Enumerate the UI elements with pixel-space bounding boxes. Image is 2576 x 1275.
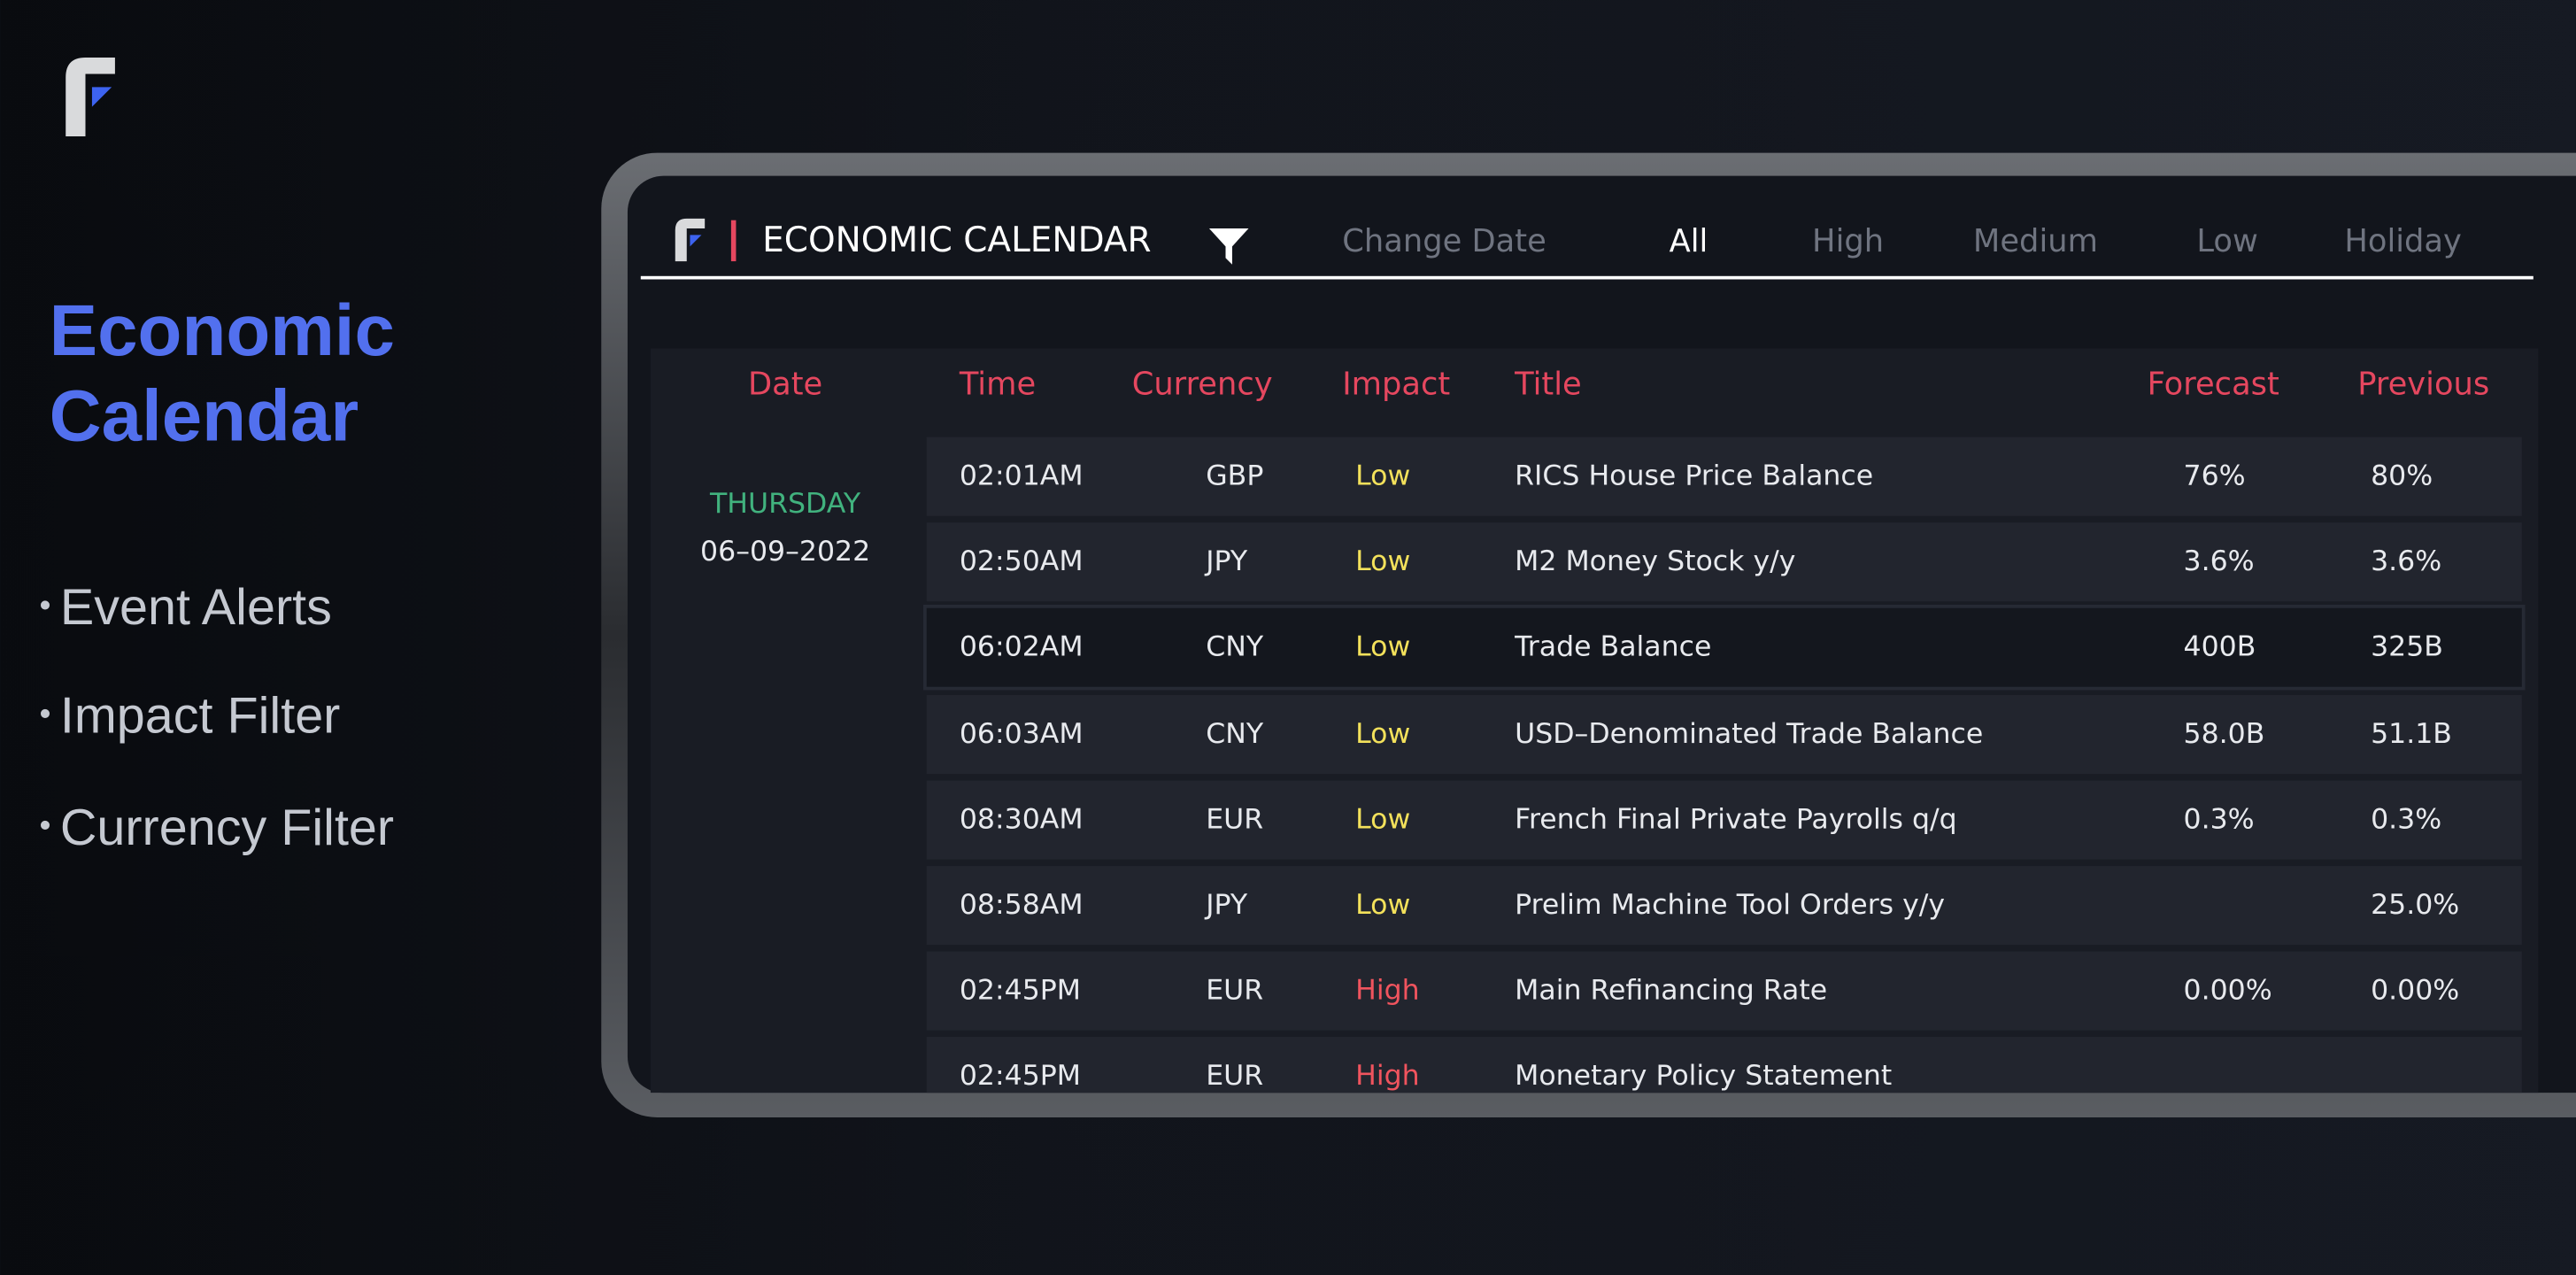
filter-tab[interactable]: Holiday bbox=[2344, 223, 2462, 260]
time: 06:02AM bbox=[959, 631, 1084, 665]
previous: 0.00% bbox=[2371, 974, 2460, 1008]
previous: 25.0% bbox=[2371, 889, 2460, 923]
impact: Low bbox=[1355, 889, 1411, 923]
feature-item: Event Alerts bbox=[40, 578, 332, 638]
table-row[interactable]: 08:30AM EUR Low French Final Private Payrol… bbox=[926, 780, 2522, 860]
feature-item: Currency Filter bbox=[40, 799, 395, 858]
table-row[interactable]: 06:03AM CNY Low USD–Denominated Trade Balan… bbox=[926, 694, 2522, 774]
previous: 3.6% bbox=[2371, 545, 2442, 579]
column-header: Impact bbox=[1342, 366, 1451, 403]
event-title: Main Refinancing Rate bbox=[1515, 974, 1828, 1008]
currency: CNY bbox=[1206, 631, 1264, 665]
impact: High bbox=[1355, 974, 1420, 1008]
feature-item: Impact Filter bbox=[40, 687, 341, 746]
filter-tab[interactable]: High bbox=[1812, 223, 1885, 260]
column-header: Time bbox=[959, 366, 1037, 403]
previous: 325B bbox=[2371, 631, 2443, 665]
date: 06–09–2022 bbox=[700, 536, 871, 569]
time: 02:01AM bbox=[959, 460, 1084, 493]
hero-title: Economic Calendar bbox=[49, 290, 395, 457]
column-header: Forecast bbox=[2147, 366, 2279, 403]
day-name: THURSDAY bbox=[710, 488, 861, 522]
currency: EUR bbox=[1206, 803, 1264, 837]
forecast: 0.00% bbox=[2183, 974, 2272, 1008]
event-title: M2 Money Stock y/y bbox=[1515, 545, 1796, 579]
column-header: Currency bbox=[1131, 366, 1273, 403]
currency: EUR bbox=[1206, 1060, 1264, 1093]
app-logo bbox=[675, 218, 706, 262]
time: 06:03AM bbox=[959, 717, 1084, 751]
forecast: 58.0B bbox=[2183, 717, 2265, 751]
filter-icon[interactable] bbox=[1207, 227, 1250, 267]
table-row[interactable]: 08:58AM JPY Low Prelim Machine Tool Orders … bbox=[926, 866, 2522, 946]
currency: JPY bbox=[1206, 545, 1248, 579]
change-date[interactable]: Change Date bbox=[1342, 223, 1546, 260]
event-title: RICS House Price Balance bbox=[1515, 460, 1874, 493]
forecast: 76% bbox=[2183, 460, 2246, 493]
brand-logo bbox=[66, 57, 115, 137]
table-row[interactable]: 02:50AM JPY Low M2 Money Stock y/y 3.6% 3.6% bbox=[926, 522, 2522, 602]
time: 02:45PM bbox=[959, 974, 1082, 1008]
impact: Low bbox=[1355, 460, 1411, 493]
table-row[interactable]: 06:02AM CNY Low Trade Balance 400B 325B bbox=[923, 605, 2526, 692]
header-rule bbox=[640, 275, 2534, 280]
impact: Low bbox=[1355, 803, 1411, 837]
table-row[interactable]: 02:45PM EUR High Main Refinancing Rate 0.00%… bbox=[926, 951, 2522, 1031]
divider bbox=[730, 220, 737, 262]
filter-tab[interactable]: Low bbox=[2196, 223, 2258, 260]
filter-tab[interactable]: Medium bbox=[1972, 223, 2098, 260]
previous: 51.1B bbox=[2371, 717, 2452, 751]
forecast: 0.3% bbox=[2183, 803, 2255, 837]
event-title: USD–Denominated Trade Balance bbox=[1515, 717, 1984, 751]
impact: High bbox=[1355, 1060, 1420, 1093]
app: ECONOMIC CALENDAR Change Date All High Med… bbox=[640, 218, 2534, 1093]
event-title: French Final Private Payrolls q/q bbox=[1515, 803, 1957, 837]
time: 08:30AM bbox=[959, 803, 1084, 837]
impact: Low bbox=[1355, 545, 1411, 579]
impact: Low bbox=[1355, 717, 1411, 751]
time: 02:50AM bbox=[959, 545, 1084, 579]
filter-tab[interactable]: All bbox=[1669, 223, 1708, 260]
currency: GBP bbox=[1206, 460, 1264, 493]
time: 08:58AM bbox=[959, 889, 1084, 923]
table-row[interactable]: 02:45PM EUR High Monetary Policy Statement bbox=[926, 1037, 2522, 1093]
forecast: 3.6% bbox=[2183, 545, 2255, 579]
column-header: Title bbox=[1515, 366, 1582, 403]
event-title: Monetary Policy Statement bbox=[1515, 1060, 1893, 1093]
column-header: Date bbox=[747, 366, 823, 403]
previous: 80% bbox=[2371, 460, 2433, 493]
currency: CNY bbox=[1206, 717, 1264, 751]
previous: 0.3% bbox=[2371, 803, 2442, 837]
event-title: Prelim Machine Tool Orders y/y bbox=[1515, 889, 1946, 923]
event-title: Trade Balance bbox=[1515, 631, 1712, 665]
app-title: ECONOMIC CALENDAR bbox=[762, 220, 1152, 260]
time: 02:45PM bbox=[959, 1060, 1082, 1093]
impact: Low bbox=[1355, 631, 1411, 665]
table-row[interactable]: 02:01AM GBP Low RICS House Price Balance 76%… bbox=[926, 437, 2522, 516]
forecast: 400B bbox=[2183, 631, 2256, 665]
currency: JPY bbox=[1206, 889, 1248, 923]
currency: EUR bbox=[1206, 974, 1264, 1008]
column-header: Previous bbox=[2357, 366, 2490, 403]
